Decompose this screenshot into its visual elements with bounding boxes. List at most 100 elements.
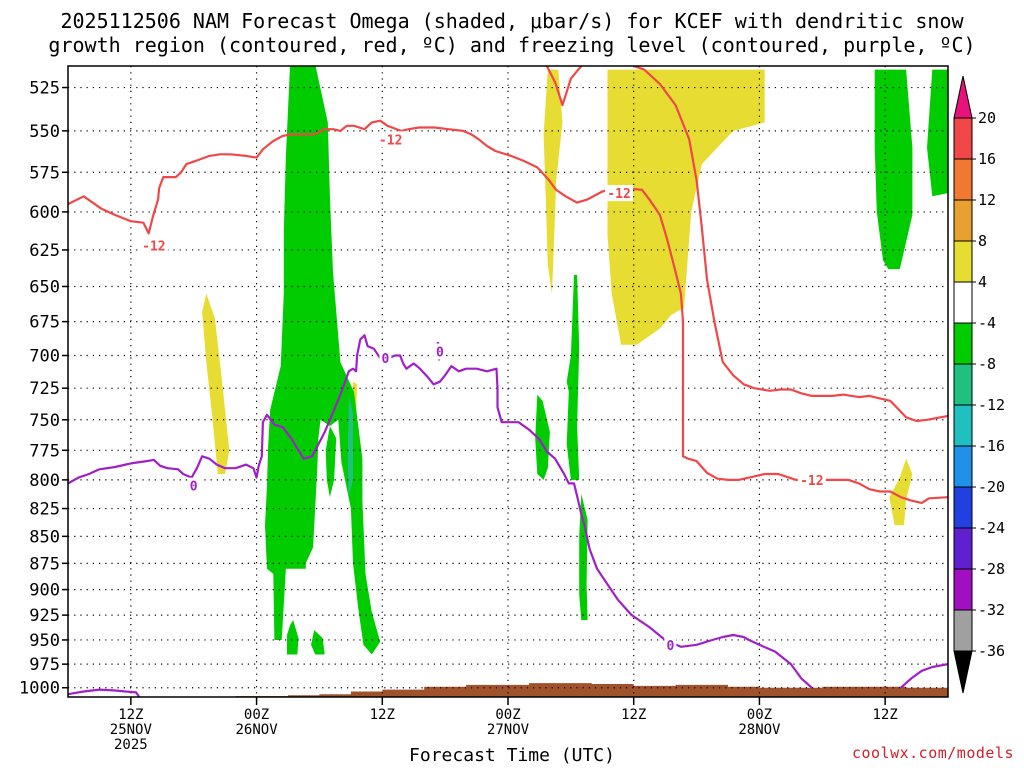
contour-label-0-2: -12 [607,187,630,202]
y-tick-label-775: 775 [29,441,60,461]
contour-1 [545,66,583,107]
ground-layer [204,683,948,697]
x-tick-label-30-1: 12Z [370,707,395,723]
y-tick-label-550: 550 [29,122,60,142]
colorbar-label-13: -36 [978,642,1005,660]
y-tick-label-875: 875 [29,554,60,574]
contour-5 [68,688,141,697]
omega-region-8 [311,630,325,655]
colorbar-bin-7 [953,404,973,447]
omega-region-14 [347,394,353,498]
omega-region-7 [287,620,299,655]
chart-title-line-1: 2025112506 NAM Forecast Omega (shaded, μ… [60,9,964,33]
contour-2 [633,66,948,423]
colorbar-bin-6 [953,363,973,406]
contour-label-bg-0-3 [797,471,826,488]
colorbar-label-6: -8 [978,355,996,373]
contour-label-bg-3-1 [379,350,392,367]
colorbar-bin-1 [953,158,973,201]
colorbar-bin-9 [953,486,973,529]
y-tick-label-700: 700 [29,347,60,367]
y-tick-label-800: 800 [29,471,60,491]
y-tick-label-925: 925 [29,606,60,626]
y-tick-label-975: 975 [29,655,60,675]
y-tick-label-675: 675 [29,313,60,333]
x-tick-label-42-1: 00Z [495,707,520,723]
contour-0 [68,119,948,504]
contour-layer [68,66,948,697]
x-tick-label-6-2: 25NOV [110,722,153,738]
omega-shading-layer [202,66,948,655]
omega-region-13 [927,69,948,197]
y-tick-label-900: 900 [29,581,60,601]
y-tick-label-600: 600 [29,203,60,223]
y-tick-label-650: 650 [29,277,60,297]
x-tick-label-6-3: 2025 [114,737,148,753]
x-tick-label-6-1: 12Z [118,707,143,723]
contour-label-bg-0-1 [376,131,405,148]
chart-title-line-2: growth region (contoured, red, ºC) and f… [48,33,976,57]
colorbar-bin-3 [953,240,973,283]
y-tick-label-525: 525 [29,79,60,99]
colorbar-label-7: -12 [978,396,1005,414]
colorbar-bin-5 [953,322,973,365]
contour-4 [900,663,948,689]
contour-label-layer: -12 -12 -12 -12 0 0 0 0 [139,131,826,654]
contour-label-3-3: 0 [666,639,674,654]
contour-label-bg-0-2 [605,185,634,202]
y-tick-label-850: 850 [29,527,60,547]
x-tick-label-18-2: 26NOV [235,722,278,738]
x-tick-label-66-1: 00Z [747,707,772,723]
y-tick-label-725: 725 [29,379,60,399]
omega-region-9 [566,274,580,480]
omega-region-12 [874,69,913,270]
x-tick-label-78-1: 12Z [872,707,897,723]
y-tick-label-1000: 1000 [19,679,60,699]
contour-label-bg-0-0 [139,237,168,254]
omega-region-6 [325,426,337,498]
colorbar-label-9: -20 [978,478,1005,496]
x-tick-label-66-2: 28NOV [738,722,781,738]
omega-region-4 [889,458,913,526]
contour-label-0-3: -12 [800,474,823,489]
colorbar-label-12: -32 [978,601,1005,619]
y-tick-label-825: 825 [29,500,60,520]
colorbar-label-3: 8 [978,232,987,250]
y-tick-label-750: 750 [29,411,60,431]
contour-label-3-2: 0 [436,346,444,361]
colorbar-label-2: 12 [978,191,996,209]
y-axis: 525 550 575 600 625 650 675 700 725 750 775 800 825 8… [19,79,68,699]
colorbar: 20 16 12 8 4 -4 -8 -12 -16 -20 -24 -28 -32 -36 [953,75,1005,694]
y-tick-label-950: 950 [29,631,60,651]
colorbar-label-0: 20 [978,109,996,127]
colorbar-label-4: 4 [978,273,987,291]
omega-region-10 [535,394,550,480]
colorbar-label-11: -28 [978,560,1005,578]
colorbar-bin-2 [953,199,973,242]
y-tick-label-575: 575 [29,163,60,183]
contour-label-3-0: 0 [190,480,198,495]
x-tick-label-54-1: 12Z [621,707,646,723]
omega-region-0 [202,293,230,474]
colorbar-bottom-arrow [953,650,973,694]
colorbar-top-arrow [953,75,973,119]
x-tick-label-18-1: 00Z [244,707,269,723]
colorbar-label-5: -4 [978,314,996,332]
ground-surface [204,683,948,697]
x-axis-title: Forecast Time (UTC) [409,745,615,766]
x-tick-label-42-2: 27NOV [487,722,530,738]
colorbar-bin-8 [953,445,973,488]
y-tick-label-625: 625 [29,241,60,261]
omega-region-2 [607,69,765,345]
colorbar-bin-0 [953,117,973,160]
credit-link[interactable]: coolwx.com/models [851,744,1014,762]
colorbar-bin-11 [953,568,973,611]
plot-frame [67,65,949,698]
contour-label-bg-3-3 [664,636,677,653]
colorbar-label-10: -24 [978,519,1005,537]
contour-label-3-1: 0 [382,352,390,367]
contour-3 [68,334,813,689]
